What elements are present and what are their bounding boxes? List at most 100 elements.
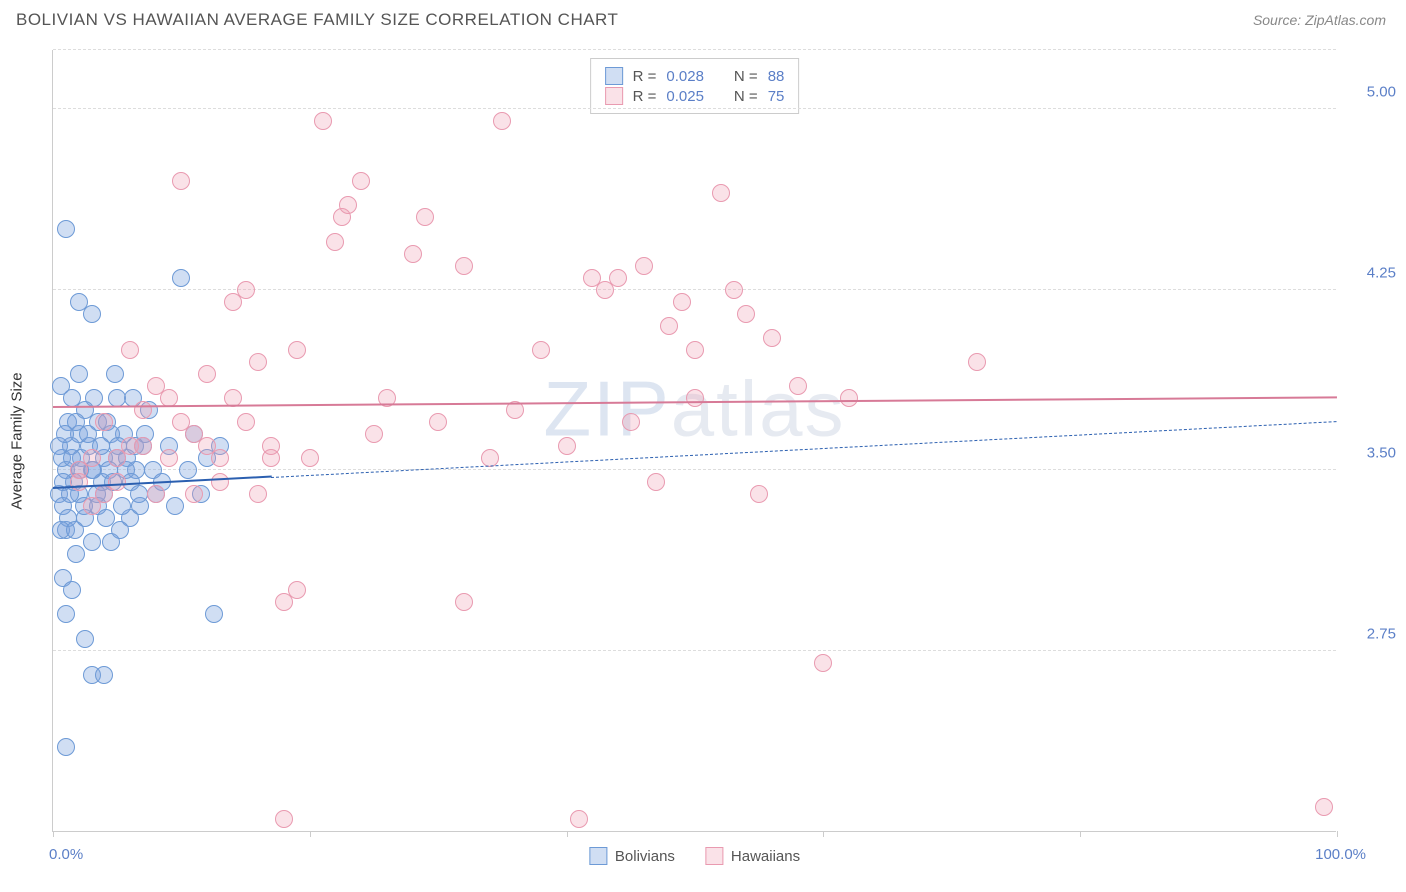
scatter-point: [737, 305, 755, 323]
scatter-point: [339, 196, 357, 214]
scatter-point: [57, 605, 75, 623]
scatter-point: [106, 365, 124, 383]
x-tick: [1080, 831, 1081, 837]
scatter-point: [134, 437, 152, 455]
scatter-point: [83, 449, 101, 467]
scatter-point: [205, 605, 223, 623]
scatter-point: [179, 461, 197, 479]
scatter-point: [185, 485, 203, 503]
scatter-point: [1315, 798, 1333, 816]
x-tick: [1337, 831, 1338, 837]
scatter-point: [172, 413, 190, 431]
scatter-point: [83, 497, 101, 515]
scatter-point: [95, 666, 113, 684]
scatter-point: [814, 654, 832, 672]
scatter-point: [108, 449, 126, 467]
scatter-point: [249, 353, 267, 371]
grid-line: [53, 108, 1336, 109]
scatter-point: [275, 810, 293, 828]
scatter-point: [166, 497, 184, 515]
scatter-point: [712, 184, 730, 202]
source-name: ZipAtlas.com: [1305, 12, 1386, 28]
y-tick-label: 4.25: [1346, 264, 1396, 281]
legend-series-label: Hawaiians: [731, 848, 800, 865]
scatter-point: [301, 449, 319, 467]
scatter-point: [455, 593, 473, 611]
legend-n-label: N =: [734, 68, 758, 85]
scatter-point: [352, 172, 370, 190]
scatter-point: [840, 389, 858, 407]
scatter-point: [198, 365, 216, 383]
scatter-point: [493, 112, 511, 130]
scatter-point: [416, 208, 434, 226]
scatter-point: [314, 112, 332, 130]
y-tick-label: 2.75: [1346, 625, 1396, 642]
scatter-point: [111, 521, 129, 539]
scatter-point: [134, 401, 152, 419]
watermark-part2: atlas: [671, 365, 846, 453]
scatter-point: [622, 413, 640, 431]
scatter-point: [147, 485, 165, 503]
scatter-point: [609, 269, 627, 287]
scatter-point: [57, 220, 75, 238]
x-tick: [567, 831, 568, 837]
scatter-point: [455, 257, 473, 275]
scatter-point: [763, 329, 781, 347]
legend-series: Bolivians Hawaiians: [589, 847, 800, 865]
legend-n-label: N =: [734, 88, 758, 105]
legend-r-label: R =: [633, 88, 657, 105]
scatter-point: [249, 485, 267, 503]
y-tick-label: 5.00: [1346, 84, 1396, 101]
scatter-point: [147, 377, 165, 395]
scatter-point: [660, 317, 678, 335]
scatter-point: [750, 485, 768, 503]
scatter-point: [83, 533, 101, 551]
legend-series-label: Bolivians: [615, 848, 675, 865]
scatter-point: [404, 245, 422, 263]
legend-r-value: 0.025: [666, 88, 704, 105]
x-axis-max-label: 100.0%: [1315, 846, 1366, 863]
chart-source: Source: ZipAtlas.com: [1253, 12, 1386, 28]
scatter-point: [172, 269, 190, 287]
scatter-point: [97, 509, 115, 527]
scatter-point: [532, 341, 550, 359]
legend-stats: R =0.028N =88R =0.025N =75: [590, 58, 800, 114]
scatter-point: [63, 581, 81, 599]
x-tick: [823, 831, 824, 837]
source-prefix: Source:: [1253, 12, 1305, 28]
scatter-point: [130, 485, 148, 503]
scatter-point: [570, 810, 588, 828]
scatter-point: [211, 473, 229, 491]
scatter-point: [113, 497, 131, 515]
scatter-point: [83, 305, 101, 323]
y-tick-label: 3.50: [1346, 445, 1396, 462]
legend-n-value: 75: [768, 88, 785, 105]
legend-r-value: 0.028: [666, 68, 704, 85]
grid-line: [53, 650, 1336, 651]
scatter-point: [66, 521, 84, 539]
scatter-point: [686, 389, 704, 407]
legend-stats-row: R = 0.025 N = 75: [605, 87, 785, 105]
scatter-point: [237, 281, 255, 299]
x-axis-min-label: 0.0%: [49, 846, 83, 863]
scatter-point: [57, 738, 75, 756]
grid-line: [53, 49, 1336, 50]
scatter-point: [326, 233, 344, 251]
correlation-scatter-chart: Average Family Size ZIPatlas R =0.028N =…: [52, 50, 1336, 832]
legend-series-item: Hawaiians: [705, 847, 800, 865]
scatter-point: [725, 281, 743, 299]
scatter-point: [70, 365, 88, 383]
scatter-point: [789, 377, 807, 395]
scatter-point: [673, 293, 691, 311]
legend-swatch: [605, 87, 623, 105]
scatter-point: [237, 413, 255, 431]
legend-swatch: [605, 67, 623, 85]
scatter-point: [288, 581, 306, 599]
scatter-point: [429, 413, 447, 431]
legend-r-label: R =: [633, 68, 657, 85]
scatter-point: [108, 389, 126, 407]
chart-title: BOLIVIAN VS HAWAIIAN AVERAGE FAMILY SIZE…: [16, 10, 618, 30]
scatter-point: [198, 437, 216, 455]
x-tick: [310, 831, 311, 837]
scatter-point: [262, 449, 280, 467]
